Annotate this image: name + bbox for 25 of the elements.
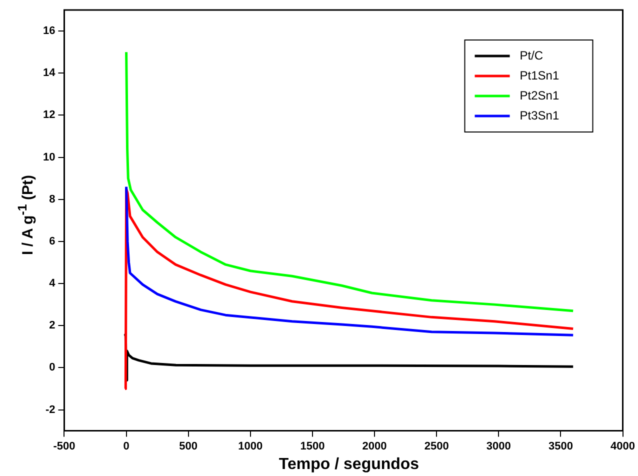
x-tick-label: 4000: [610, 440, 636, 452]
legend-label: Pt1Sn1: [520, 68, 560, 82]
x-tick-label: 2000: [362, 440, 387, 452]
legend-label: Pt/C: [520, 48, 544, 62]
x-tick-label: 0: [123, 440, 130, 452]
x-tick-label: 1500: [300, 440, 325, 452]
y-tick-label: 16: [42, 25, 56, 38]
legend-label: Pt3Sn1: [520, 108, 560, 122]
y-tick-label: 8: [49, 193, 56, 206]
y-tick-label: -2: [45, 404, 56, 416]
y-tick-label: 2: [49, 320, 56, 332]
legend-label: Pt2Sn1: [520, 88, 560, 102]
x-tick-label: 1000: [238, 440, 263, 452]
x-tick-label: 3000: [486, 440, 511, 452]
y-tick-label: 10: [42, 151, 56, 164]
x-tick-label: 500: [179, 440, 198, 452]
y-tick-label: 0: [49, 362, 56, 374]
x-tick-label: -500: [53, 440, 76, 452]
x-tick-label: 2500: [424, 440, 449, 452]
y-tick-label: 14: [42, 67, 56, 80]
y-tick-label: 4: [49, 278, 56, 290]
x-tick-label: 3500: [548, 440, 573, 452]
y-tick-label: 6: [49, 235, 56, 248]
x-axis-title: Tempo / segundos: [278, 456, 420, 474]
y-tick-label: 12: [42, 109, 56, 122]
